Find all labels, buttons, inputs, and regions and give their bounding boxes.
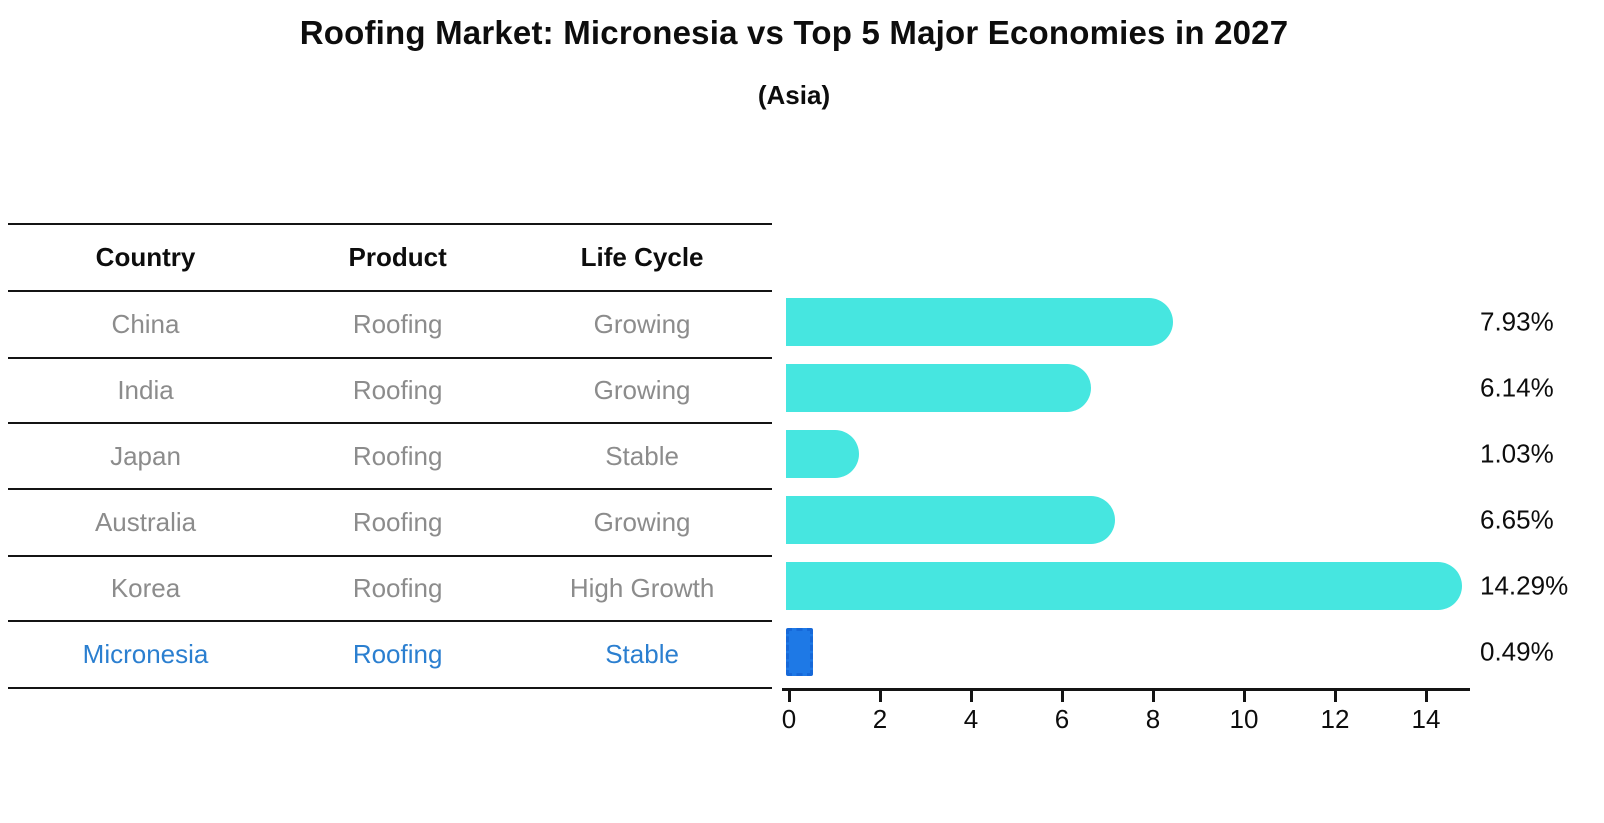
x-axis-tick-label: 2: [872, 704, 888, 734]
column-header-product: Product: [348, 242, 447, 272]
table-cell-product: Roofing: [352, 507, 443, 537]
table-cell-country: Australia: [94, 507, 197, 537]
x-axis-tick-label: 0: [781, 704, 797, 734]
x-axis-tick-label: 4: [963, 704, 979, 734]
table-row: Japan Roofing Stable: [8, 424, 772, 490]
table-cell-product: Roofing: [352, 440, 443, 471]
table-cell-country: China: [111, 309, 180, 339]
bar-value-label: 6.14%: [1480, 372, 1554, 403]
chart-title: Roofing Market: Micronesia vs Top 5 Majo…: [299, 14, 1289, 51]
country-table: Country Product Life Cycle China Roofing G…: [8, 223, 772, 689]
x-axis-tick-mark: [1333, 691, 1337, 702]
table-row: Australia Roofing Growing: [8, 490, 772, 557]
table-cell-country: Micronesia: [82, 639, 209, 669]
bar-value-label: 1.03%: [1480, 438, 1554, 468]
x-axis-tick-label: 10: [1229, 704, 1259, 734]
table-cell-life_cycle: Stable: [605, 440, 679, 471]
bar-highlight-micronesia: [786, 628, 813, 676]
table-cell-product: Roofing: [352, 639, 443, 669]
table-row: China Roofing Growing: [8, 292, 772, 359]
x-axis-line: [782, 688, 1470, 691]
x-axis-tick-mark: [787, 691, 791, 702]
table-cell-life_cycle: High Growth: [569, 573, 715, 603]
x-axis-tick-mark: [878, 691, 882, 702]
table-row: Korea Roofing High Growth: [8, 557, 772, 622]
table-row: India Roofing Growing: [8, 359, 772, 424]
x-axis-tick-mark: [1060, 691, 1064, 702]
chart-subtitle: (Asia): [757, 80, 831, 110]
table-body: China Roofing Growing India Roofing Growing Ja…: [8, 292, 772, 689]
column-header-country: Country: [95, 242, 196, 272]
bar-australia: [786, 496, 1115, 544]
bar-china: [786, 298, 1173, 346]
table-cell-life_cycle: Growing: [593, 375, 691, 405]
table-header-row: Country Product Life Cycle: [8, 225, 772, 292]
bar-value-label: 7.93%: [1480, 306, 1554, 337]
table-cell-product: Roofing: [352, 375, 443, 405]
table-cell-country: Korea: [110, 573, 181, 603]
x-axis-tick-label: 14: [1411, 704, 1441, 734]
x-axis-tick-mark: [969, 691, 973, 702]
bar-value-label: 0.49%: [1480, 636, 1554, 667]
x-axis-tick-label: 6: [1054, 704, 1070, 734]
table-cell-life_cycle: Growing: [593, 309, 691, 339]
bar-india: [786, 364, 1091, 412]
x-axis-tick-label: 12: [1320, 704, 1350, 734]
column-header-lifecycle: Life Cycle: [580, 242, 704, 272]
bar-value-label: 6.65%: [1480, 504, 1554, 535]
bar-japan: [786, 429, 859, 478]
bar-korea: [786, 562, 1462, 610]
table-cell-product: Roofing: [352, 573, 443, 603]
table-cell-life_cycle: Stable: [605, 639, 679, 669]
table-cell-country: Japan: [110, 440, 181, 471]
table-row: Micronesia Roofing Stable: [8, 622, 772, 689]
x-axis-tick-mark: [1424, 691, 1428, 702]
table-cell-life_cycle: Growing: [593, 507, 691, 537]
bar-value-label: 14.29%: [1480, 570, 1569, 601]
table-cell-country: India: [117, 375, 174, 405]
x-axis-tick-mark: [1242, 691, 1246, 702]
x-axis-tick-mark: [1151, 691, 1155, 702]
table-cell-product: Roofing: [352, 309, 443, 339]
x-axis-tick-label: 8: [1145, 704, 1161, 734]
